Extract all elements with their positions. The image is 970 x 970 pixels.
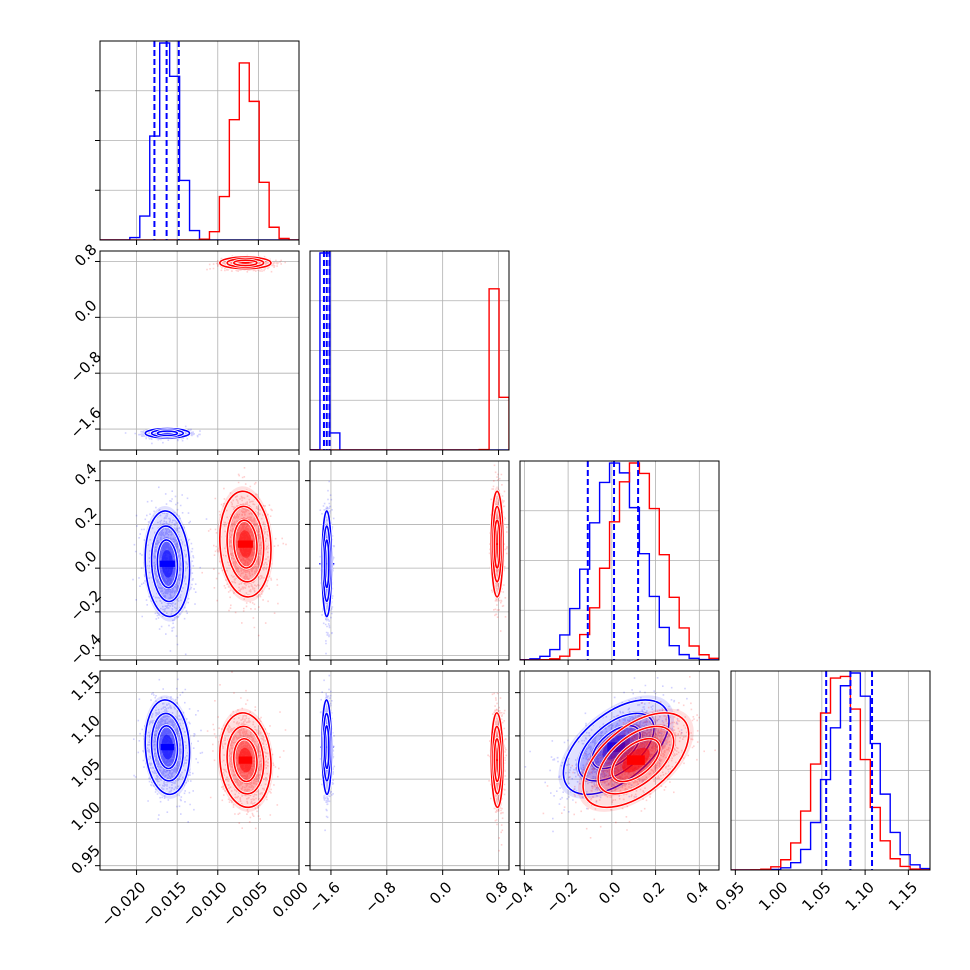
- y-tick-label: 0.4: [71, 460, 101, 490]
- contour-series-b: [233, 737, 258, 783]
- hist-series-b: [310, 288, 509, 450]
- x-tick-label: −0.4: [499, 878, 537, 916]
- panel-2-1: [305, 460, 510, 665]
- x-tick-label: −0.005: [219, 878, 271, 930]
- x-tick-label: 0.0: [426, 878, 456, 908]
- contour-series-b: [490, 490, 504, 598]
- panel-hist-0: [95, 40, 300, 245]
- panel-frame: [519, 670, 720, 871]
- contour-series-a: [562, 699, 670, 796]
- panel-frame: [99, 460, 300, 661]
- y-tick-label: 0.95: [68, 841, 104, 877]
- contour-series-b: [226, 725, 265, 795]
- panel-hist-3: [730, 670, 931, 875]
- panel-hist-1: [309, 250, 510, 455]
- density-peak-series-b: [238, 756, 253, 764]
- contour-series-b: [219, 256, 272, 270]
- panel-3-0: [95, 670, 300, 875]
- contour-series-b: [597, 725, 675, 795]
- contour-series-b: [582, 712, 690, 809]
- density-peak-series-b: [490, 759, 504, 761]
- contour-series-b: [226, 505, 265, 583]
- contour-series-a: [156, 539, 179, 589]
- contour-series-b: [219, 712, 272, 809]
- y-tick-label: 1.05: [68, 755, 104, 791]
- panel-2-0: [95, 460, 300, 665]
- contour-series-b: [493, 737, 501, 783]
- y-tick-label: 1.15: [68, 668, 104, 704]
- contour-series-a: [150, 525, 185, 603]
- panel-hist-2: [519, 460, 720, 665]
- panel-frame: [519, 460, 720, 661]
- density-peak-series-b: [489, 543, 505, 545]
- y-tick-label: −1.6: [67, 404, 105, 442]
- y-tick-label: −0.2: [67, 586, 105, 624]
- contour-series-a: [156, 724, 179, 770]
- panel-frame: [309, 250, 510, 451]
- x-tick-label: 0.000: [269, 878, 312, 921]
- panel-frame: [99, 250, 300, 451]
- contour-series-a: [156, 430, 179, 437]
- contour-series-b: [219, 490, 272, 598]
- hist-series-a: [310, 252, 509, 450]
- panel-frame: [99, 40, 300, 241]
- density-peak-series-a: [164, 432, 171, 434]
- y-tick-label: −0.8: [67, 348, 105, 386]
- density-peak-series-a: [320, 746, 334, 748]
- hist-series-a: [520, 462, 719, 660]
- contour-series-b: [233, 259, 258, 267]
- contour-series-a: [144, 699, 191, 796]
- density-peak-series-b: [237, 540, 253, 548]
- density-peak-series-b: [241, 262, 250, 264]
- panel-3-1: [305, 670, 510, 875]
- panel-frame: [99, 670, 300, 871]
- x-tick-label: 0.4: [683, 878, 713, 908]
- y-tick-label: −0.4: [67, 630, 105, 668]
- density-peak-series-a: [319, 563, 335, 565]
- panel-1-0: [95, 250, 300, 455]
- x-tick-label: 1.15: [885, 878, 921, 914]
- density-peak-series-b: [626, 755, 645, 765]
- panel-frame: [309, 670, 510, 871]
- panel-frame: [309, 460, 510, 661]
- contour-series-b: [611, 737, 661, 783]
- y-tick-label: 0.0: [71, 296, 101, 326]
- contour-series-b: [233, 519, 258, 569]
- y-tick-label: 0.0: [71, 547, 101, 577]
- y-tick-label: 0.2: [71, 503, 101, 533]
- y-tick-label: 1.00: [68, 798, 104, 834]
- x-tick-label: 1.00: [755, 878, 791, 914]
- contour-series-a: [323, 724, 330, 770]
- x-tick-label: −0.8: [361, 878, 399, 916]
- contour-series-a: [323, 539, 330, 589]
- contour-series-b: [493, 519, 501, 569]
- density-peak-series-a: [159, 560, 175, 567]
- y-tick-label: 1.10: [68, 712, 104, 748]
- contour-series-b: [490, 712, 504, 809]
- y-tick-label: 0.8: [71, 240, 101, 270]
- x-tick-label: 1.05: [798, 878, 834, 914]
- hist-series-b: [520, 462, 719, 660]
- hist-series-b: [100, 62, 299, 240]
- panel-3-2: [515, 670, 720, 875]
- x-tick-label: 1.10: [842, 878, 878, 914]
- x-tick-label: 0.95: [712, 878, 748, 914]
- points-series-a: [132, 486, 208, 656]
- x-tick-label: 0.0: [595, 878, 625, 908]
- density-peak-series-a: [160, 743, 175, 751]
- contour-series-a: [150, 712, 185, 782]
- hist-series-b: [731, 675, 930, 870]
- x-tick-label: −1.6: [305, 878, 343, 916]
- contour-series-a: [144, 510, 191, 618]
- x-tick-label: −0.2: [543, 878, 581, 916]
- x-tick-label: 0.2: [639, 878, 669, 908]
- panel-frame: [730, 670, 931, 871]
